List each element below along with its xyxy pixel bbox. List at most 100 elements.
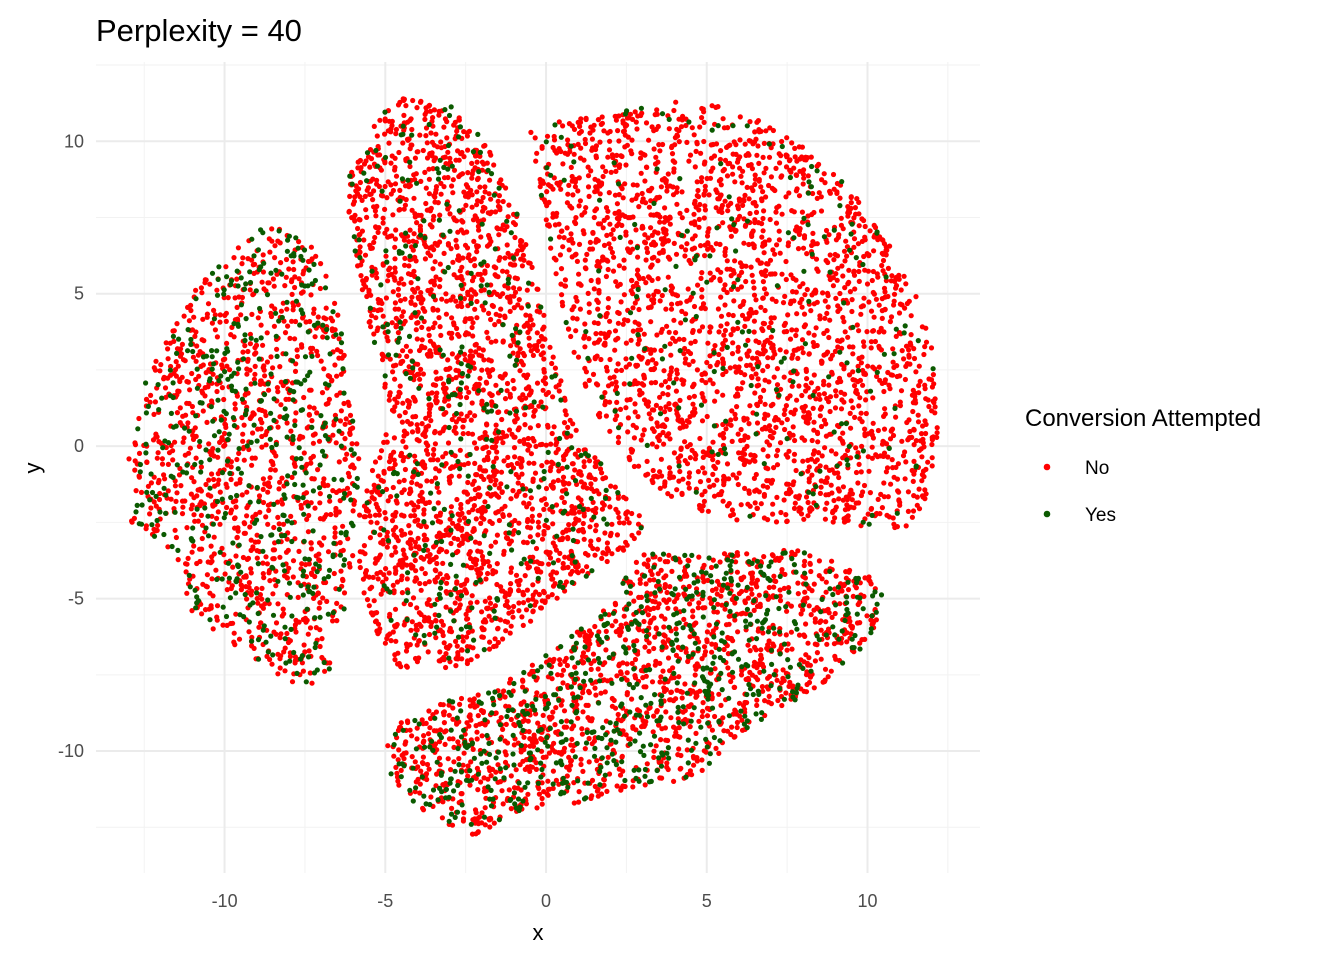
- point-no: [412, 289, 418, 295]
- point-no: [468, 348, 474, 354]
- point-no: [343, 416, 349, 422]
- point-no: [482, 184, 488, 190]
- point-no: [174, 410, 180, 416]
- point-no: [756, 160, 762, 166]
- point-no: [398, 664, 404, 670]
- point-no: [667, 472, 673, 478]
- point-no: [404, 136, 411, 142]
- point-no: [524, 287, 530, 293]
- point-no: [462, 356, 468, 363]
- point-no: [762, 411, 768, 417]
- point-no: [581, 335, 587, 341]
- point-no: [529, 264, 535, 270]
- point-no: [195, 352, 201, 358]
- point-no: [586, 193, 592, 199]
- point-no: [777, 347, 783, 353]
- point-no: [241, 457, 247, 463]
- point-no: [766, 182, 772, 189]
- point-no: [289, 679, 296, 685]
- point-no: [381, 439, 387, 445]
- point-no: [561, 420, 568, 426]
- point-no: [247, 524, 253, 530]
- point-no: [415, 426, 421, 432]
- point-no: [760, 447, 766, 453]
- point-no: [233, 611, 239, 617]
- point-no: [548, 441, 554, 447]
- point-no: [566, 326, 572, 332]
- point-no: [883, 469, 890, 475]
- point-no: [211, 534, 217, 540]
- point-no: [772, 271, 778, 277]
- point-no: [383, 576, 389, 582]
- point-no: [889, 457, 895, 463]
- point-no: [448, 504, 454, 510]
- point-no: [850, 405, 856, 411]
- point-no: [488, 238, 494, 245]
- point-no: [911, 355, 918, 362]
- point-no: [613, 279, 619, 285]
- point-no: [668, 306, 675, 312]
- point-no: [362, 193, 368, 199]
- point-no: [573, 516, 579, 522]
- point-no: [423, 524, 429, 530]
- point-no: [500, 198, 506, 205]
- point-no: [582, 140, 589, 147]
- point-no: [774, 242, 780, 248]
- point-no: [577, 306, 584, 312]
- point-no: [538, 399, 544, 405]
- point-no: [402, 255, 408, 261]
- point-no: [863, 410, 869, 417]
- point-no: [760, 279, 767, 285]
- point-no: [607, 428, 613, 434]
- point-no: [777, 160, 783, 166]
- point-no: [186, 318, 192, 324]
- point-no: [168, 496, 174, 502]
- point-no: [691, 211, 697, 217]
- point-no: [260, 342, 266, 348]
- point-no: [408, 627, 414, 633]
- point-no: [364, 597, 371, 603]
- point-no: [323, 305, 329, 311]
- point-no: [471, 238, 477, 244]
- point-no: [486, 563, 493, 569]
- point-no: [690, 358, 696, 364]
- point-no: [785, 312, 791, 318]
- point-no: [589, 147, 595, 153]
- point-no: [803, 494, 810, 500]
- point-no: [338, 568, 344, 574]
- point-no: [449, 330, 455, 336]
- point-no: [720, 371, 726, 378]
- point-no: [367, 164, 373, 170]
- point-no: [393, 126, 399, 133]
- point-no: [508, 581, 514, 587]
- point-no: [738, 173, 744, 179]
- point-no: [868, 345, 874, 351]
- point-no: [417, 226, 423, 232]
- point-no: [513, 471, 519, 478]
- point-no: [635, 254, 641, 260]
- point-no: [440, 622, 446, 628]
- point-no: [572, 451, 578, 457]
- point-no: [468, 555, 474, 562]
- point-no: [275, 499, 281, 505]
- point-no: [653, 154, 659, 160]
- point-no: [432, 199, 438, 205]
- point-no: [645, 471, 651, 477]
- point-no: [570, 421, 576, 427]
- point-no: [806, 330, 812, 336]
- point-no: [223, 481, 229, 487]
- point-no: [790, 289, 796, 295]
- point-no: [323, 273, 329, 279]
- point-no: [872, 338, 879, 345]
- point-no: [172, 367, 179, 373]
- point-no: [308, 244, 314, 250]
- point-no: [521, 500, 527, 506]
- point-no: [461, 129, 467, 135]
- point-no: [275, 514, 281, 521]
- point-no: [461, 462, 467, 468]
- point-no: [564, 225, 570, 231]
- point-no: [270, 556, 276, 562]
- point-no: [211, 476, 217, 483]
- point-no: [232, 295, 238, 301]
- point-no: [380, 220, 386, 226]
